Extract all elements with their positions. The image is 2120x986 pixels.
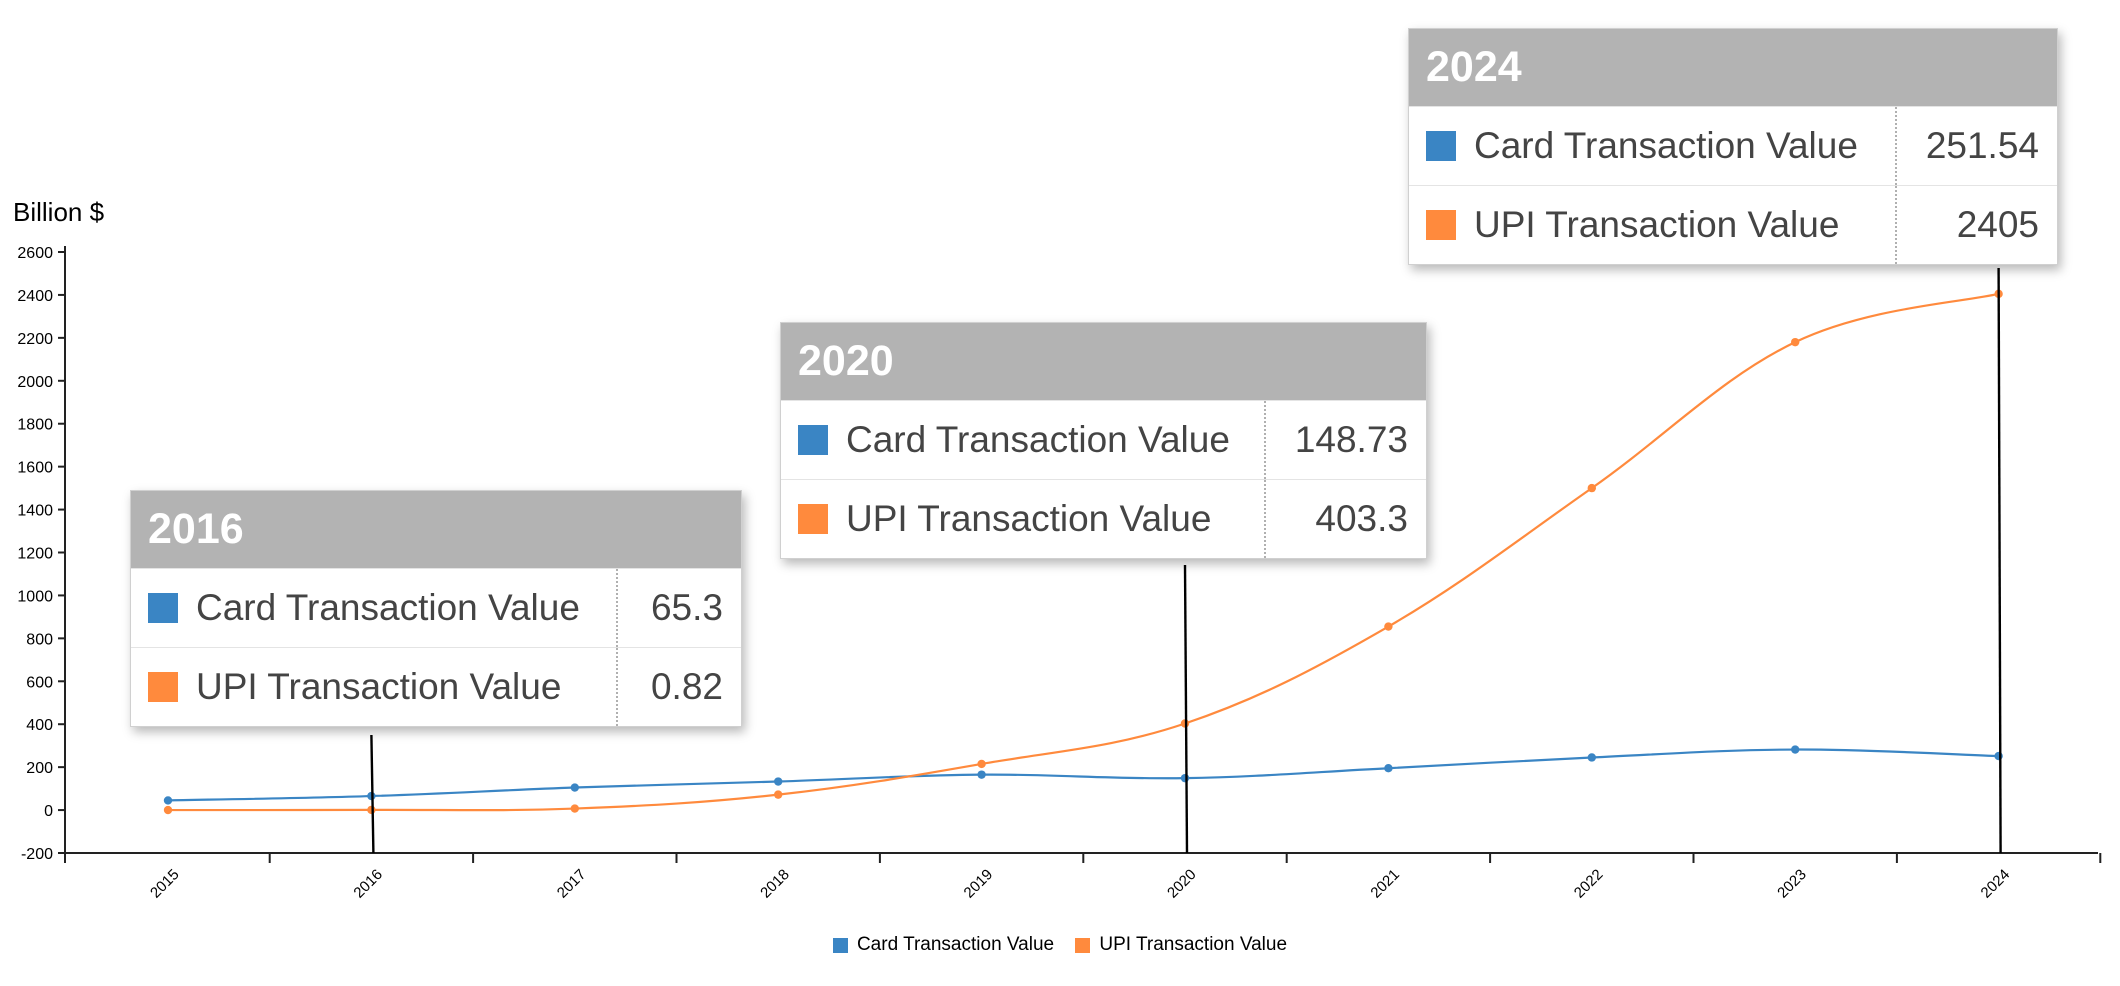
x-tick-label: 2020 xyxy=(1164,866,1200,902)
tooltip-row-upi: UPI Transaction Value 2405 xyxy=(1409,185,2057,264)
y-tick-label: 1000 xyxy=(17,588,53,605)
x-tick-label: 2018 xyxy=(757,866,793,902)
tooltip-series-name: UPI Transaction Value xyxy=(196,666,562,707)
tooltip-row-card: Card Transaction Value 251.54 xyxy=(1409,106,2057,185)
tooltip-series-name: UPI Transaction Value xyxy=(846,498,1212,539)
tooltip-row-card: Card Transaction Value 148.73 xyxy=(781,400,1426,479)
tooltip-series-name: Card Transaction Value xyxy=(196,587,580,628)
tooltip-series-name: Card Transaction Value xyxy=(846,419,1230,460)
upi-series-swatch xyxy=(148,672,178,702)
upi-series-swatch xyxy=(798,504,828,534)
x-tick-label: 2016 xyxy=(350,866,386,902)
tooltip-value: 403.3 xyxy=(1315,498,1408,539)
card-data-point xyxy=(1587,753,1597,762)
x-tick-label: 2019 xyxy=(961,866,997,902)
legend-label: UPI Transaction Value xyxy=(1099,934,1288,955)
x-tick-label: 2023 xyxy=(1774,866,1810,902)
upi-data-point xyxy=(367,805,376,815)
tooltip-row-card: Card Transaction Value 65.3 xyxy=(131,568,741,647)
y-tick-label: 800 xyxy=(26,631,53,648)
upi-data-point xyxy=(163,805,173,815)
hover-marker-line xyxy=(370,734,375,854)
tooltip-value: 65.3 xyxy=(650,587,723,628)
tooltip-label-cell: Card Transaction Value xyxy=(781,401,1266,479)
y-tick-label: 1600 xyxy=(17,460,53,477)
y-tick-label: 1400 xyxy=(17,503,53,520)
tooltip-label-cell: UPI Transaction Value xyxy=(1409,186,1897,264)
card-data-point xyxy=(1384,764,1393,773)
card-data-point xyxy=(1180,773,1190,783)
upi-data-point xyxy=(1587,483,1597,493)
upi-data-point xyxy=(1384,622,1393,631)
tooltip-label-cell: UPI Transaction Value xyxy=(131,648,618,726)
y-tick-label: 200 xyxy=(26,760,53,777)
tooltip-value: 0.82 xyxy=(650,666,723,707)
legend-item-upi[interactable]: UPI Transaction Value xyxy=(1075,934,1287,956)
upi-legend-swatch xyxy=(1075,937,1091,953)
card-data-point xyxy=(977,770,986,779)
tooltip-2024: 2024 Card Transaction Value 251.54 UPI T… xyxy=(1408,28,2058,265)
legend-label: Card Transaction Value xyxy=(856,934,1055,955)
card-data-point xyxy=(570,783,579,792)
y-tick-label: 0 xyxy=(44,803,53,820)
tooltip-label-cell: UPI Transaction Value xyxy=(781,480,1266,558)
y-axis-label: Billion $ xyxy=(13,197,105,227)
upi-data-point xyxy=(774,790,783,799)
y-tick-label: 1200 xyxy=(17,546,53,563)
card-data-point xyxy=(774,777,783,786)
tooltip-year: 2016 xyxy=(131,491,741,568)
hover-marker-line xyxy=(1183,564,1189,854)
y-tick-label: 600 xyxy=(26,674,53,691)
card-data-point xyxy=(1791,745,1800,754)
y-tick-label: 2000 xyxy=(17,374,53,391)
card-data-point xyxy=(163,796,173,805)
tooltip-value: 251.54 xyxy=(1925,125,2039,166)
y-tick-label: 1800 xyxy=(17,417,53,434)
tooltip-value: 2405 xyxy=(1956,204,2039,245)
tooltip-label-cell: Card Transaction Value xyxy=(131,569,618,647)
upi-data-point xyxy=(1791,337,1800,347)
tooltip-2020: 2020 Card Transaction Value 148.73 UPI T… xyxy=(780,322,1427,559)
legend-item-card[interactable]: Card Transaction Value xyxy=(832,934,1055,956)
upi-data-point xyxy=(977,759,986,769)
hover-marker-line xyxy=(1997,267,2002,854)
card-series-swatch xyxy=(1426,131,1456,161)
chart-legend: Card Transaction Value UPI Transaction V… xyxy=(0,934,2120,959)
y-tick-label: -200 xyxy=(21,846,53,863)
y-tick-label: 2400 xyxy=(17,288,53,305)
tooltip-year: 2020 xyxy=(781,323,1426,400)
tooltip-row-upi: UPI Transaction Value 0.82 xyxy=(131,647,741,726)
tooltip-2016: 2016 Card Transaction Value 65.3 UPI Tra… xyxy=(130,490,742,727)
card-series-line xyxy=(167,748,1999,802)
x-tick-label: 2017 xyxy=(554,866,590,902)
y-tick-label: 2200 xyxy=(17,331,53,348)
tooltip-label-cell: Card Transaction Value xyxy=(1409,107,1897,185)
x-tick-label: 2021 xyxy=(1367,866,1403,902)
tooltip-year: 2024 xyxy=(1409,29,2057,106)
card-series-swatch xyxy=(798,425,828,455)
card-series-swatch xyxy=(148,593,178,623)
tooltip-value: 148.73 xyxy=(1294,419,1408,460)
x-tick-label: 2024 xyxy=(1978,866,2014,902)
tooltip-row-upi: UPI Transaction Value 403.3 xyxy=(781,479,1426,558)
card-legend-swatch xyxy=(832,937,848,953)
tooltip-series-name: UPI Transaction Value xyxy=(1474,204,1840,245)
upi-series-swatch xyxy=(1426,210,1456,240)
card-data-point xyxy=(1994,751,2003,761)
upi-data-point xyxy=(570,804,579,813)
upi-series-line xyxy=(167,292,1999,812)
y-tick-label: 400 xyxy=(26,717,53,734)
tooltip-series-name: Card Transaction Value xyxy=(1474,125,1858,166)
x-tick-label: 2015 xyxy=(147,866,183,902)
y-tick-label: 2600 xyxy=(17,245,53,262)
x-tick-label: 2022 xyxy=(1571,866,1607,902)
